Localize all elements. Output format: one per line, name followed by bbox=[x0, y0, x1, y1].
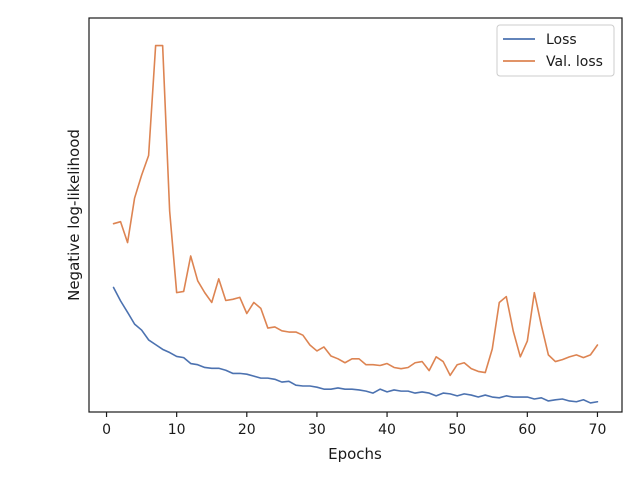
legend-label: Loss bbox=[546, 32, 577, 48]
val-loss-series-line bbox=[112, 44, 599, 377]
plot-area bbox=[88, 17, 623, 413]
x-tick-label: 10 bbox=[168, 422, 186, 438]
x-tick-label: 20 bbox=[238, 422, 256, 438]
legend: Loss Val. loss bbox=[496, 24, 615, 77]
legend-box bbox=[496, 24, 615, 77]
x-tick-label: 0 bbox=[102, 422, 111, 438]
x-ticks: 0 10 20 30 40 50 60 70 bbox=[102, 412, 606, 438]
loss-series-line bbox=[112, 286, 599, 404]
x-axis-label: Epochs bbox=[328, 445, 382, 463]
x-tick-label: 70 bbox=[589, 422, 607, 438]
series-lines bbox=[112, 44, 599, 404]
x-tick-label: 40 bbox=[378, 422, 396, 438]
x-tick-label: 30 bbox=[308, 422, 326, 438]
x-tick-label: 50 bbox=[448, 422, 466, 438]
legend-label: Val. loss bbox=[546, 54, 603, 70]
y-axis-label: Negative log-likelihood bbox=[65, 129, 83, 301]
x-tick-label: 60 bbox=[518, 422, 536, 438]
